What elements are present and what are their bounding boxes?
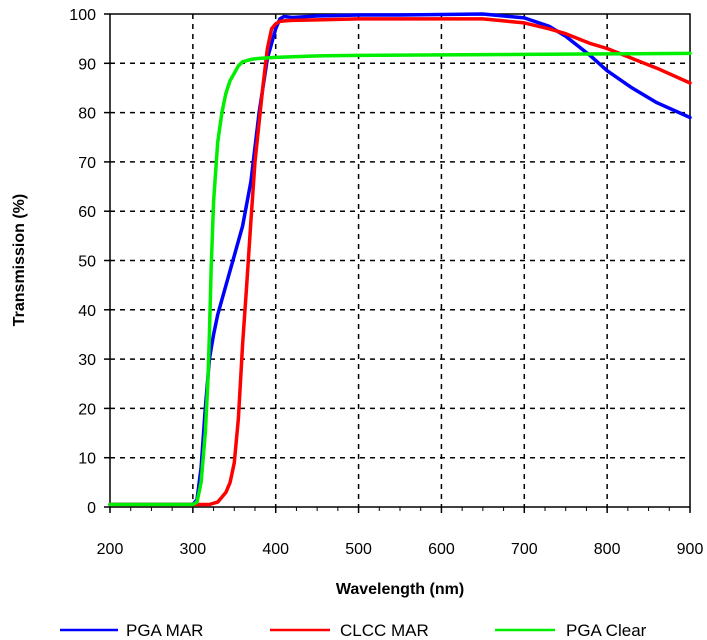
legend-label-clcc-mar: CLCC MAR	[340, 621, 429, 640]
series-line-pga-clear	[108, 51, 692, 507]
x-tick-label-400: 400	[262, 541, 289, 558]
x-tick-label-200: 200	[97, 541, 124, 558]
y-axis-title: Transmission (%)	[11, 194, 28, 326]
legend-label-pga-clear: PGA Clear	[566, 621, 647, 640]
axis-ticks	[104, 13, 691, 513]
y-tick-label-50: 50	[78, 254, 96, 271]
y-tick-label-80: 80	[78, 106, 96, 123]
y-tick-label-0: 0	[87, 500, 96, 517]
x-tick-label-800: 800	[594, 541, 621, 558]
x-tick-label-300: 300	[180, 541, 207, 558]
tick-labels: 200 300 400 500 600 700 800 900 0 10 20 30 40 50 60 70 8…	[69, 7, 703, 558]
y-tick-label-20: 20	[78, 401, 96, 418]
grid-layer	[110, 14, 690, 507]
y-tick-label-100: 100	[69, 7, 96, 24]
y-tick-label-40: 40	[78, 303, 96, 320]
legend: PGA MAR CLCC MAR PGA Clear	[60, 621, 647, 640]
x-tick-label-600: 600	[428, 541, 455, 558]
series-layer	[108, 12, 692, 507]
series-line-clcc-mar	[108, 17, 692, 507]
y-tick-label-60: 60	[78, 204, 96, 221]
x-axis-title: Wavelength (nm)	[336, 581, 464, 598]
x-tick-label-500: 500	[345, 541, 372, 558]
y-tick-label-10: 10	[78, 451, 96, 468]
y-tick-label-30: 30	[78, 352, 96, 369]
legend-label-pga-mar: PGA MAR	[126, 621, 203, 640]
y-tick-label-70: 70	[78, 155, 96, 172]
x-tick-label-700: 700	[511, 541, 538, 558]
series-line-pga-mar	[108, 12, 692, 507]
y-tick-label-90: 90	[78, 56, 96, 73]
x-tick-label-900: 900	[677, 541, 704, 558]
